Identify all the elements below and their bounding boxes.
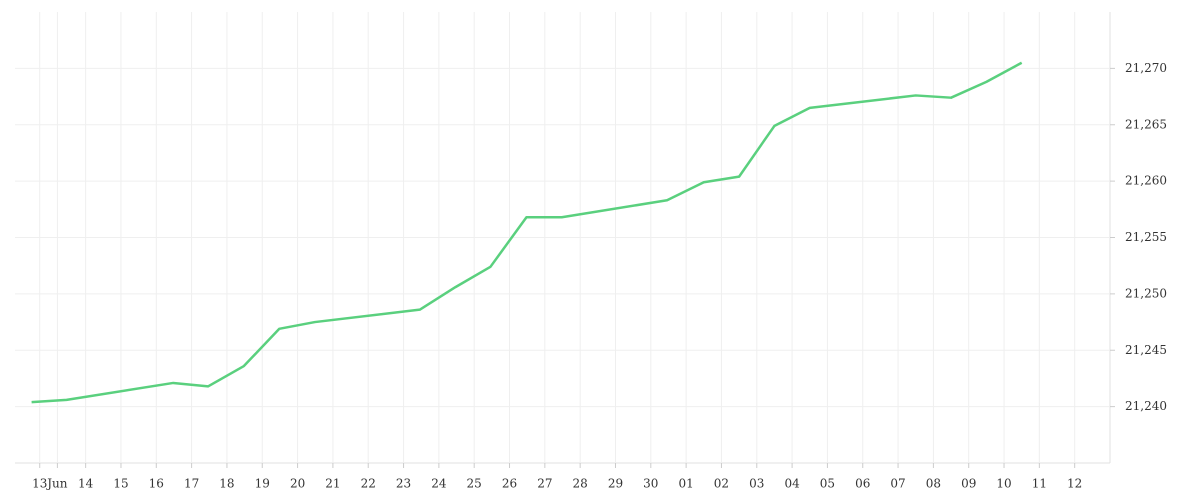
x-tick-label: 11 xyxy=(1032,477,1047,491)
x-tick-label: 27 xyxy=(537,477,552,491)
x-tick-label: 29 xyxy=(608,477,623,491)
x-tick-label: Jun xyxy=(45,477,68,491)
x-tick-label: 05 xyxy=(820,477,835,491)
x-tick-label: 03 xyxy=(749,477,764,491)
x-tick-label: 08 xyxy=(926,477,941,491)
line-series xyxy=(31,61,1023,404)
x-tick-label: 21 xyxy=(325,477,340,491)
x-tick-label: 15 xyxy=(113,477,128,491)
y-tick-label: 21,270 xyxy=(1125,61,1167,75)
x-tick-label: 23 xyxy=(396,477,411,491)
x-tick-label: 12 xyxy=(1067,477,1082,491)
x-tick-label: 17 xyxy=(184,477,199,491)
y-tick-label: 21,255 xyxy=(1125,230,1167,244)
x-tick-label: 07 xyxy=(890,477,905,491)
x-tick-label: 14 xyxy=(78,477,94,491)
x-tick-label: 01 xyxy=(678,477,693,491)
x-tick-label: 13 xyxy=(32,477,47,491)
x-tick-label: 19 xyxy=(255,477,270,491)
x-tick-label: 24 xyxy=(431,477,447,491)
x-tick-label: 26 xyxy=(502,477,517,491)
x-tick-label: 09 xyxy=(961,477,976,491)
x-tick-label: 10 xyxy=(996,477,1011,491)
y-tick-label: 21,260 xyxy=(1125,174,1167,188)
x-tick-label: 30 xyxy=(643,477,658,491)
y-tick-label: 21,265 xyxy=(1125,117,1167,131)
y-tick-label: 21,250 xyxy=(1125,286,1167,300)
x-tick-label: 02 xyxy=(714,477,729,491)
y-tick-label: 21,240 xyxy=(1125,399,1167,413)
x-tick-label: 25 xyxy=(467,477,482,491)
x-tick-label: 06 xyxy=(855,477,870,491)
x-tick-label: 18 xyxy=(219,477,234,491)
x-tick-label: 28 xyxy=(573,477,588,491)
y-tick-label: 21,245 xyxy=(1125,343,1167,357)
x-tick-label: 16 xyxy=(149,477,164,491)
x-tick-label: 20 xyxy=(290,477,305,491)
x-tick-label: 22 xyxy=(361,477,376,491)
x-tick-label: 04 xyxy=(784,477,800,491)
